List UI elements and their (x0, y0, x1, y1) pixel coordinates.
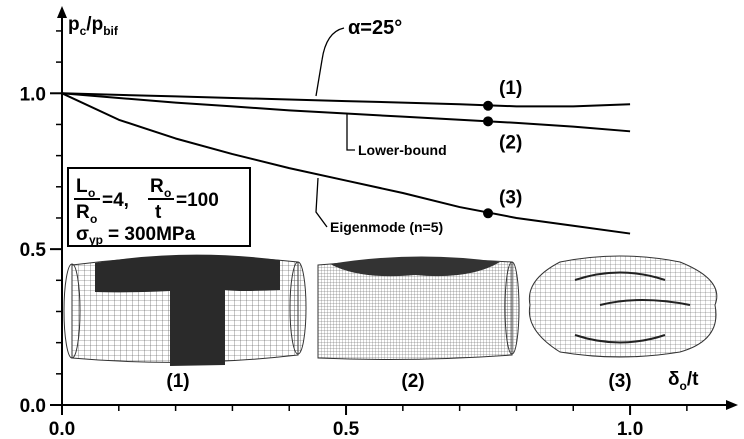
cylinder-end (505, 262, 519, 354)
y-tick-label: 0.5 (20, 240, 47, 261)
marker-label: (3) (499, 187, 522, 208)
param-text: = 300MPa (108, 224, 196, 245)
marker-label: (2) (499, 132, 522, 153)
series-label: α=25° (348, 17, 402, 39)
x-axis-label-part: o (680, 379, 687, 393)
series-label: Lower-bound (358, 142, 447, 158)
leader-line (347, 113, 355, 150)
param-text: t (155, 202, 162, 223)
inset-caption: (1) (166, 371, 189, 392)
param-text: yp (89, 233, 103, 247)
param-text: σ (76, 224, 89, 245)
param-text: o (164, 186, 171, 200)
marker-label: (1) (499, 78, 522, 99)
inset-caption: (3) (608, 371, 631, 392)
parameter-box: L o R o =4, R o t =100 σ yp = 300MPa (68, 168, 250, 247)
cylinder-end (290, 262, 306, 354)
chart: L o R o =4, R o t =100 σ yp = 300MPa (1)… (0, 0, 744, 439)
y-axis-label-part: /p (86, 14, 103, 35)
param-text: =4, (102, 190, 129, 211)
x-axis-label-part: /t (687, 369, 699, 390)
x-axis-label-part: δ (668, 369, 680, 390)
x-tick-label: 0.5 (333, 419, 360, 439)
leader-line (316, 178, 327, 227)
param-text: R (150, 176, 164, 197)
marker-point (483, 101, 493, 111)
y-axis-arrow (57, 6, 67, 18)
y-tick-label: 0.0 (20, 396, 46, 417)
inset-1: (1) (64, 255, 306, 392)
y-axis-label-part: p (68, 14, 80, 35)
x-axis-arrow (726, 400, 738, 410)
param-text: o (90, 212, 97, 226)
series-label: Eigenmode (n=5) (330, 219, 443, 235)
param-text: L (76, 176, 88, 197)
param-text: =100 (176, 190, 219, 211)
x-axis-label: δo/t (668, 369, 699, 393)
x-tick-label: 1.0 (617, 419, 643, 439)
marker-point (483, 116, 493, 126)
inset-2: (2) (318, 256, 519, 392)
x-tick-label: 0.0 (49, 419, 75, 439)
inset-caption: (2) (401, 371, 424, 392)
y-tick-label: 1.0 (20, 84, 46, 105)
y-axis-label-part: bif (103, 24, 119, 38)
leader-line (316, 28, 344, 96)
series-line (62, 93, 630, 131)
param-text: R (76, 202, 90, 223)
param-text: o (88, 186, 95, 200)
y-axis-label: pc/pbif (68, 14, 119, 38)
marker-point (483, 208, 493, 218)
